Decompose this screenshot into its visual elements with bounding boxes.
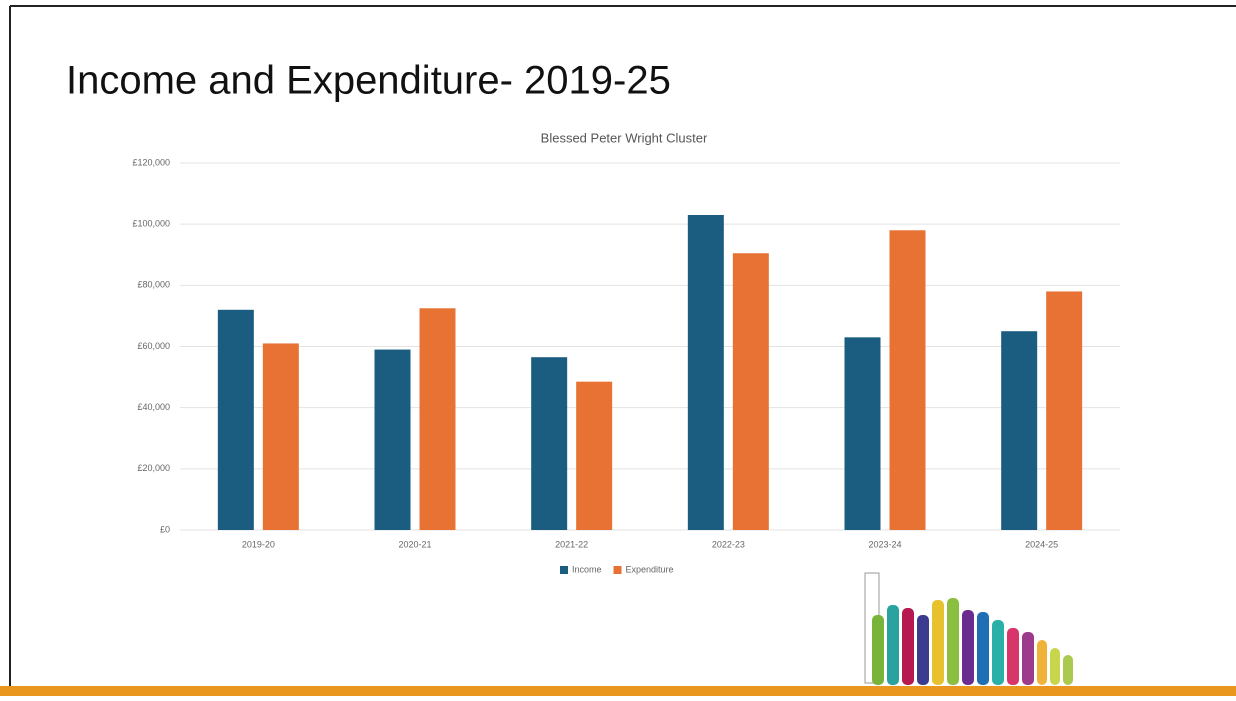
figure [1007,628,1019,685]
x-tick-label: 2024-25 [1025,539,1058,549]
figure [1037,640,1047,685]
figure [1050,648,1060,685]
bar [576,382,612,530]
figure [962,610,974,685]
bar [263,343,299,530]
slide: Income and Expenditure- 2019-25 Blessed … [0,0,1236,696]
bar [845,337,881,530]
legend-label: Expenditure [626,564,674,574]
x-tick-label: 2021-22 [555,539,588,549]
bar [890,230,926,530]
x-tick-label: 2019-20 [242,539,275,549]
legend-label: Income [572,564,602,574]
y-tick-label: £80,000 [137,280,170,290]
bar [420,308,456,530]
figure [1063,655,1073,685]
y-tick-label: £120,000 [132,157,170,167]
bar [1046,291,1082,530]
y-tick-label: £100,000 [132,219,170,229]
figure [932,600,944,685]
x-tick-label: 2020-21 [398,539,431,549]
footer-band [0,686,1236,696]
slide-title: Income and Expenditure- 2019-25 [66,59,671,103]
bar [733,253,769,530]
bar [218,310,254,530]
chart-title: Blessed Peter Wright Cluster [541,130,708,145]
figure [992,620,1004,685]
legend-swatch [560,566,568,574]
y-tick-label: £40,000 [137,402,170,412]
bar [1001,331,1037,530]
figure [977,612,989,685]
figure [1022,632,1034,685]
legend-swatch [614,566,622,574]
figure [887,605,899,685]
figure [872,615,884,685]
figure [947,598,959,685]
x-tick-label: 2023-24 [868,539,901,549]
y-tick-label: £0 [160,524,170,534]
bar [531,357,567,530]
x-tick-label: 2022-23 [712,539,745,549]
bar [688,215,724,530]
bar [375,350,411,530]
figure [902,608,914,685]
figure [917,615,929,685]
y-tick-label: £20,000 [137,463,170,473]
page: {"slide_title": "Income and Expenditure-… [0,0,1236,696]
y-tick-label: £60,000 [137,341,170,351]
